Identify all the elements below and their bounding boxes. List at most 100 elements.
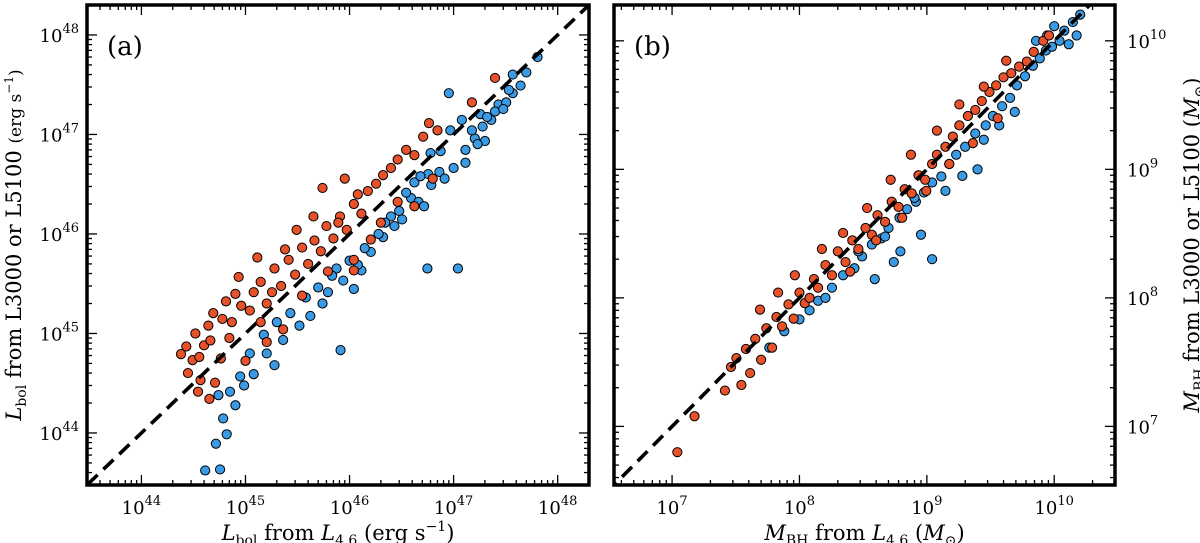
x-tick-label: 1045	[226, 494, 265, 519]
data-point	[182, 367, 194, 379]
data-point	[175, 349, 187, 360]
data-point	[820, 292, 831, 303]
data-point	[905, 149, 917, 160]
data-point	[392, 196, 403, 207]
data-point	[1014, 61, 1025, 72]
data-point	[226, 317, 237, 328]
data-point	[303, 258, 314, 270]
data-point	[208, 308, 219, 319]
data-point	[291, 224, 302, 235]
y-tick-label: 1045	[40, 320, 79, 345]
data-point	[321, 220, 332, 232]
data-point	[672, 447, 683, 458]
data-point	[244, 305, 255, 316]
data-point	[515, 80, 526, 91]
data-point	[255, 276, 266, 287]
data-point	[271, 317, 282, 328]
data-point	[754, 304, 766, 315]
x-axis-label: Lbol from L4.6 (erg s−1)	[221, 519, 455, 543]
y-tick-label: 1010	[1127, 28, 1166, 53]
data-point	[756, 354, 767, 365]
data-point	[503, 84, 515, 96]
data-point	[773, 287, 784, 298]
data-point	[305, 310, 316, 322]
data-point	[338, 275, 349, 286]
data-point	[261, 298, 272, 309]
data-point	[879, 231, 891, 242]
data-point	[970, 128, 981, 139]
data-point	[418, 131, 429, 142]
data-point	[976, 95, 987, 107]
data-point	[297, 290, 308, 301]
data-point	[521, 67, 532, 78]
data-point	[972, 164, 983, 175]
data-point	[401, 187, 412, 198]
x-tick-label: 1047	[434, 494, 473, 519]
one-to-one-line	[614, 5, 1093, 485]
data-point	[365, 234, 376, 245]
series-blue	[200, 51, 543, 476]
data-point	[997, 101, 1008, 112]
data-point	[853, 243, 864, 255]
data-point	[1004, 92, 1016, 103]
data-point	[767, 342, 778, 353]
x-axis-label: MBH from L4.6 (M⊙)	[763, 521, 964, 543]
data-point	[389, 220, 400, 232]
data-point	[439, 173, 450, 184]
data-point	[422, 263, 433, 274]
data-point	[240, 355, 251, 366]
data-point	[385, 211, 397, 222]
data-point	[962, 110, 973, 122]
data-point	[456, 114, 467, 126]
data-point	[991, 80, 1002, 91]
data-point	[297, 242, 308, 253]
data-point	[200, 465, 211, 476]
data-point	[276, 280, 287, 292]
data-point	[507, 69, 518, 80]
data-point	[1043, 30, 1055, 41]
data-point	[213, 390, 224, 401]
plot-area	[614, 5, 1093, 485]
data-point	[204, 393, 215, 404]
y-tick-label: 109	[1127, 156, 1158, 181]
data-point	[339, 173, 350, 184]
data-point	[902, 204, 913, 215]
data-point	[290, 269, 301, 280]
x-tick-label: 1046	[330, 494, 369, 519]
data-point	[879, 216, 891, 228]
data-point	[998, 72, 1009, 83]
data-point	[278, 334, 289, 346]
data-point	[203, 320, 214, 331]
y-tick-label: 107	[1127, 413, 1158, 438]
data-point	[1071, 30, 1082, 41]
data-point	[466, 125, 478, 136]
data-point	[832, 246, 843, 257]
data-point	[356, 208, 367, 219]
data-point	[362, 185, 373, 197]
data-point	[888, 256, 899, 268]
data-point	[885, 174, 896, 185]
data-point	[371, 178, 382, 189]
x-tick-label: 109	[911, 494, 942, 519]
data-point	[409, 177, 420, 188]
data-point	[482, 111, 493, 123]
data-point	[1049, 21, 1060, 32]
data-point	[1019, 71, 1031, 82]
data-point	[452, 263, 464, 274]
data-point	[745, 367, 756, 379]
x-tick-label: 1010	[1034, 494, 1073, 519]
data-point	[377, 170, 389, 181]
data-point	[434, 166, 445, 178]
data-point	[210, 438, 222, 449]
data-point	[236, 300, 247, 311]
y-axis-label: Lbol from L3000 or L5100 (erg s−1)	[2, 69, 30, 421]
data-point	[322, 266, 334, 277]
data-point	[352, 189, 363, 200]
data-point	[448, 162, 459, 174]
data-point	[992, 113, 1003, 124]
y-tick-label: 1046	[40, 221, 79, 246]
plot-frame	[85, 3, 591, 487]
data-point	[313, 282, 324, 293]
data-point	[392, 154, 403, 165]
